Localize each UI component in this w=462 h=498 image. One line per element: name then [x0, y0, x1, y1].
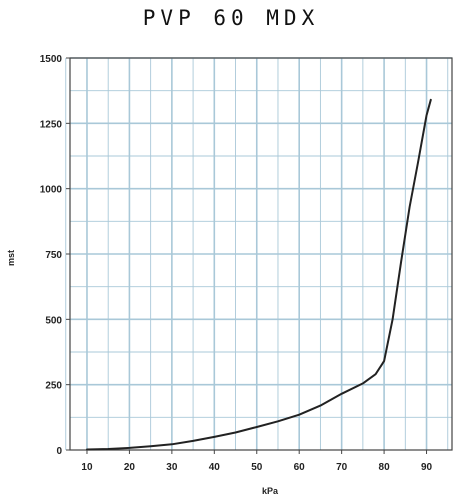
y-axis-label: mst — [6, 250, 16, 266]
x-tick-label: 70 — [336, 462, 348, 473]
chart-title: PVP 60 MDX — [142, 6, 320, 30]
x-axis-ticks: 10 20 30 40 50 60 70 80 90 — [81, 450, 433, 473]
x-tick-label: 50 — [251, 462, 263, 473]
y-tick-label: 1000 — [40, 185, 63, 196]
y-tick-label: 1500 — [40, 54, 63, 65]
x-axis-label: kPa — [262, 486, 279, 496]
y-axis-ticks: 0 250 500 750 1000 1250 1500 — [40, 54, 70, 457]
x-tick-label: 90 — [421, 462, 433, 473]
x-tick-label: 20 — [124, 462, 136, 473]
x-tick-label: 40 — [209, 462, 221, 473]
x-tick-label: 30 — [166, 462, 178, 473]
y-tick-label: 250 — [45, 381, 62, 392]
grid-layer — [65, 57, 452, 450]
series-line — [86, 98, 432, 451]
y-tick-label: 750 — [45, 250, 62, 261]
x-tick-label: 80 — [379, 462, 391, 473]
y-tick-label: 500 — [45, 315, 62, 326]
y-tick-label: 1250 — [40, 119, 63, 130]
y-tick-label: 0 — [56, 446, 62, 457]
x-tick-label: 10 — [81, 462, 93, 473]
series-layer — [86, 98, 432, 451]
x-tick-label: 60 — [294, 462, 306, 473]
